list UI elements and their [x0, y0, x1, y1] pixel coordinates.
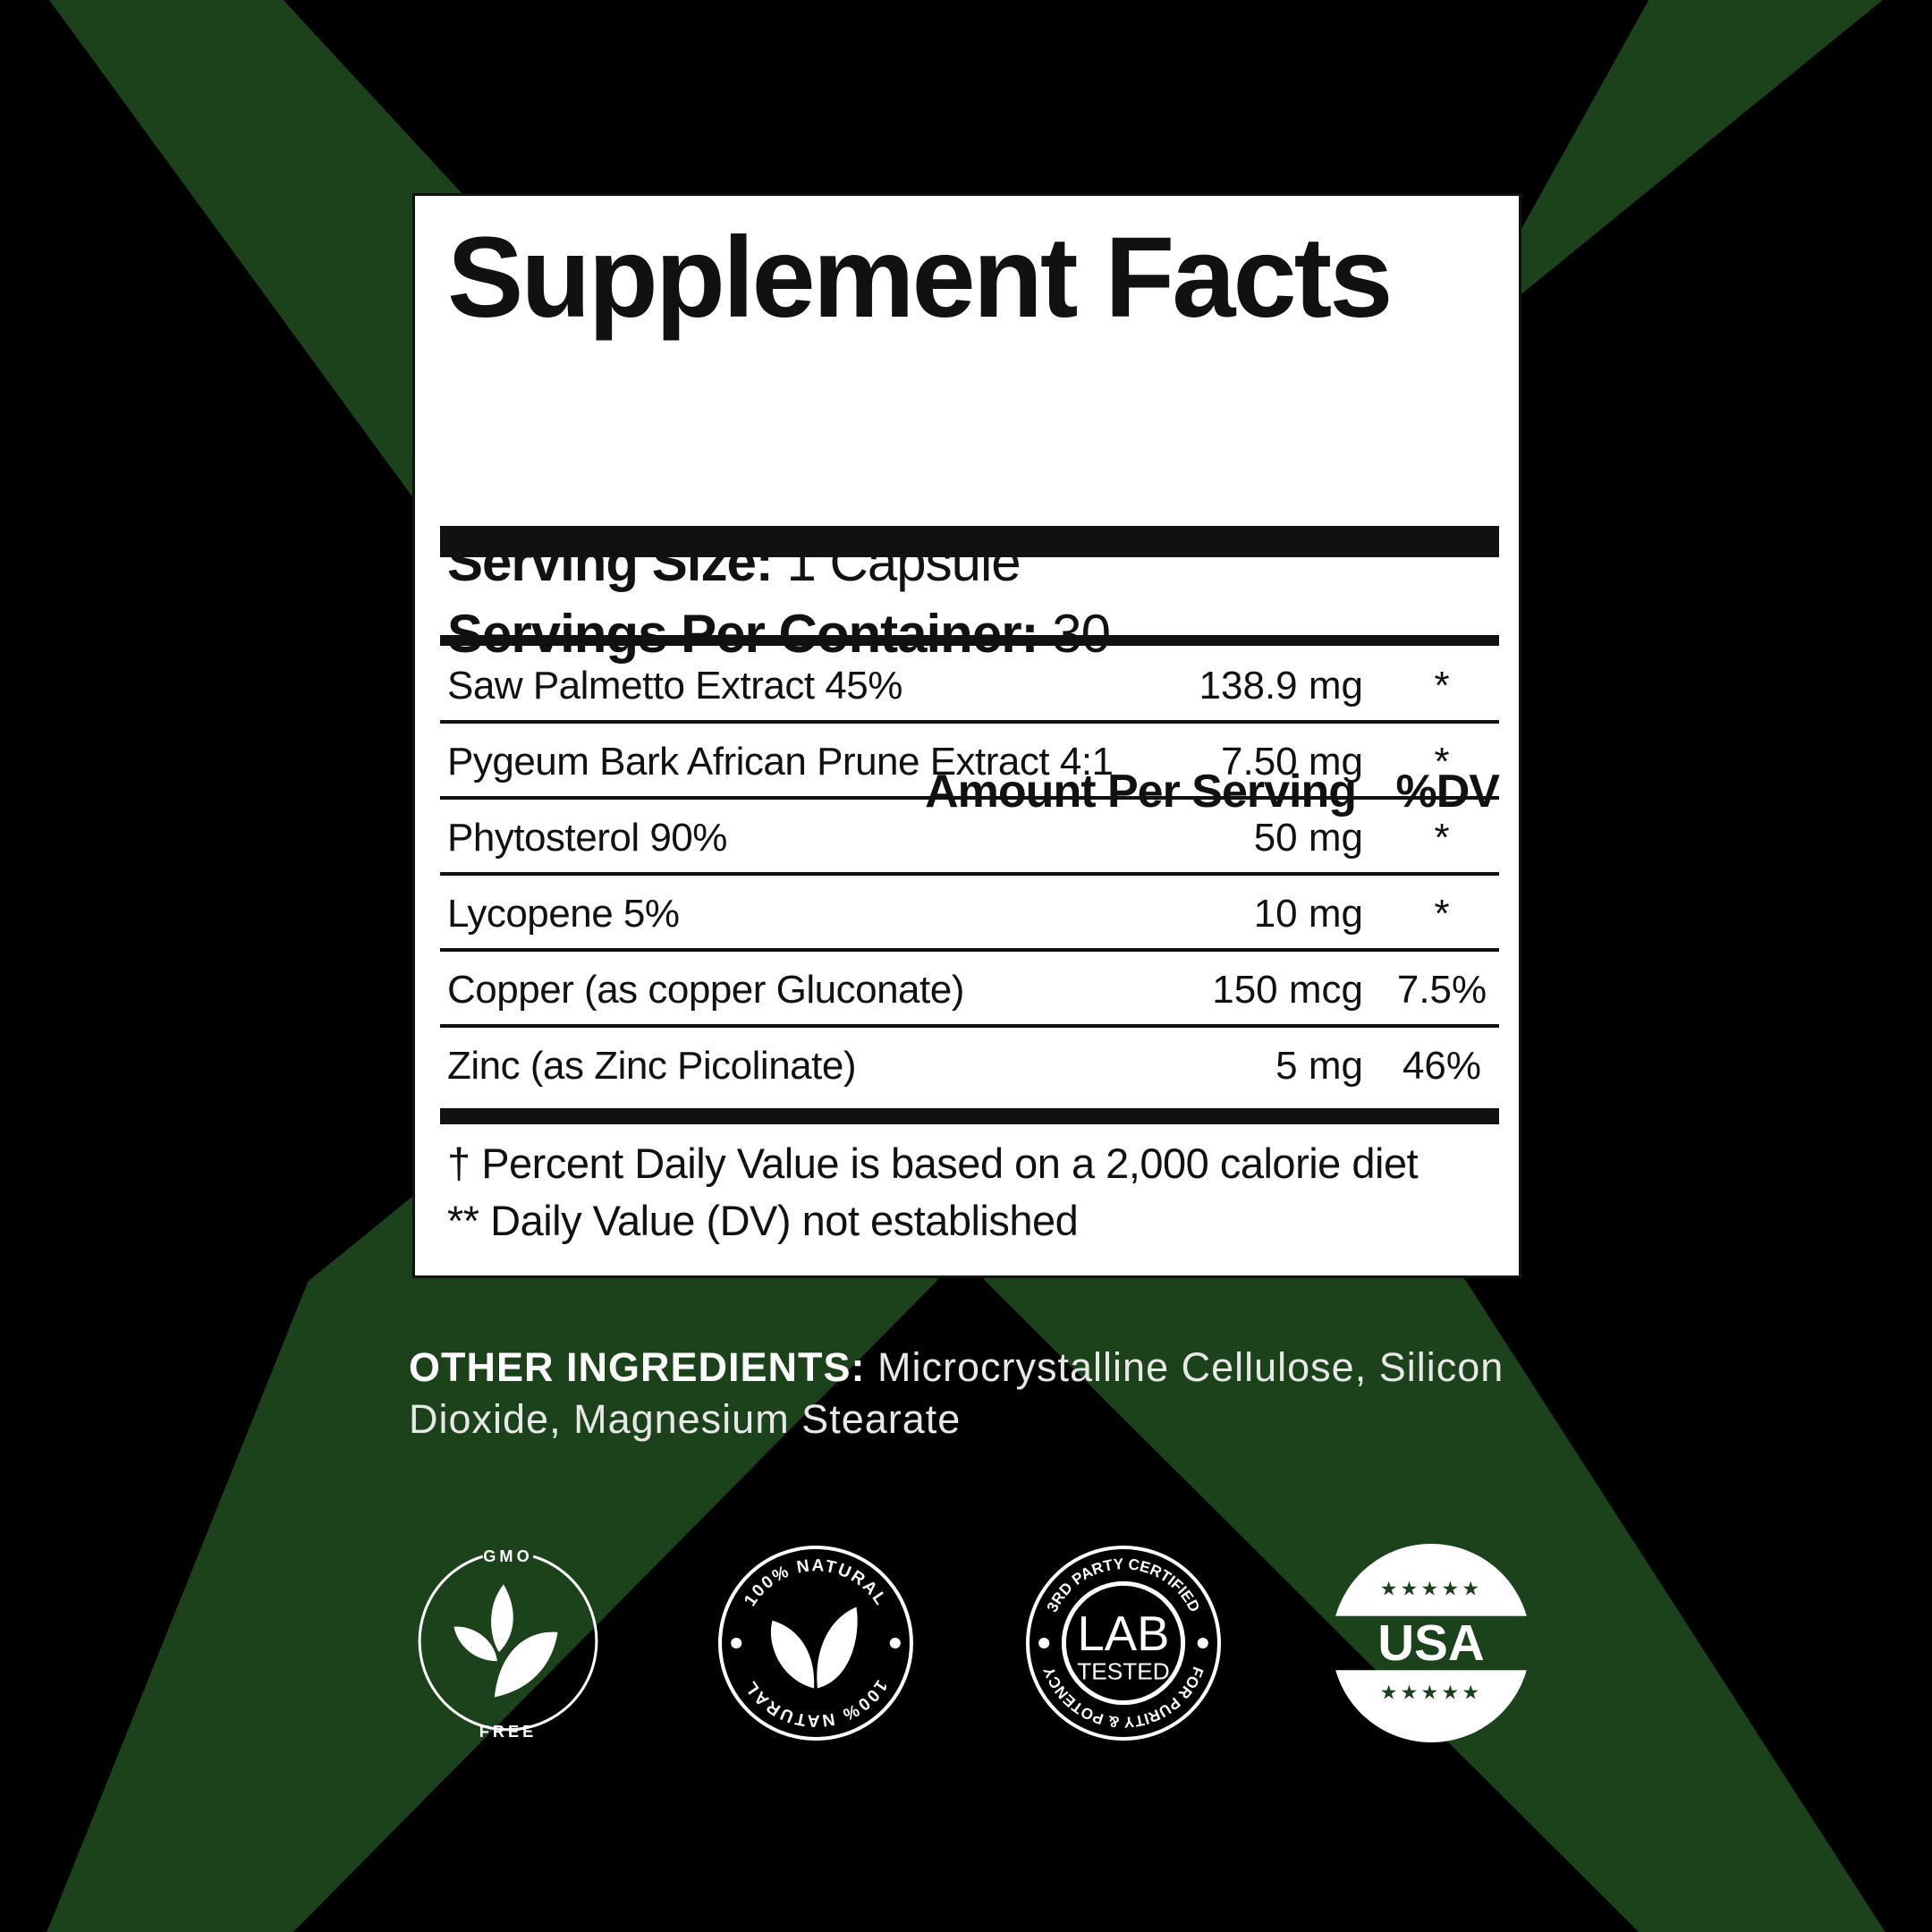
ingredient-name: Pygeum Bark African Prune Extract 4:1 [447, 740, 1114, 784]
ingredient-row: Copper (as copper Gluconate) 150 mcg 7.5… [440, 952, 1499, 1028]
gmo-free-badge: GMO FREE [418, 1547, 598, 1741]
free-text: FREE [479, 1723, 538, 1741]
ingredient-name: Copper (as copper Gluconate) [447, 968, 964, 1012]
lab-tested-badge: 3RD PARTY CERTIFIED FOR PURITY & POTENCY… [1026, 1546, 1221, 1741]
row-divider [440, 720, 1499, 724]
gmo-text: GMO [483, 1547, 532, 1565]
badge-inner-ring [1061, 1580, 1186, 1706]
facts-title: Supplement Facts [447, 214, 1393, 342]
other-ingredients: OTHER INGREDIENTS: Microcrystalline Cell… [409, 1342, 1572, 1445]
stars-top-icon: ★★★★★ [1380, 1578, 1483, 1600]
ingredient-amount: 138.9 mg [1199, 664, 1363, 708]
ingredient-name: Saw Palmetto Extract 45% [447, 664, 902, 708]
badge-ring [718, 1546, 913, 1741]
ingredient-amount: 5 mg [1275, 1044, 1363, 1088]
ingredient-name: Lycopene 5% [447, 892, 680, 936]
ingredient-amount: 50 mg [1253, 816, 1363, 860]
ingredient-amount: 150 mcg [1212, 968, 1363, 1012]
ingredient-row: Zinc (as Zinc Picolinate) 5 mg 46% [440, 1028, 1499, 1104]
header-divider [440, 635, 1499, 646]
ingredient-dv: * [1434, 816, 1450, 860]
servings-per-container: Servings Per Container: 30 [447, 604, 1111, 664]
supplement-facts-panel: Supplement Facts Serving Size: 1 Capsule… [412, 193, 1521, 1278]
bottom-divider [440, 1108, 1499, 1124]
footnote-percent-dv: † Percent Daily Value is based on a 2,00… [447, 1140, 1419, 1187]
ingredient-name: Zinc (as Zinc Picolinate) [447, 1044, 856, 1088]
servings-label: Servings Per Container: [447, 604, 1039, 664]
other-ingredients-label: OTHER INGREDIENTS: [409, 1344, 866, 1390]
ingredient-name: Phytosterol 90% [447, 816, 727, 860]
badge-ring [418, 1555, 598, 1732]
ingredient-dv: * [1434, 892, 1450, 936]
row-divider [440, 796, 1499, 800]
servings-value: 30 [1038, 604, 1111, 664]
lab-text: LAB [1078, 1606, 1170, 1661]
tested-text: TESTED [1077, 1657, 1169, 1684]
row-divider [440, 872, 1499, 876]
ingredient-row: Pygeum Bark African Prune Extract 4:1 7.… [440, 724, 1499, 800]
thick-divider [440, 526, 1499, 557]
ingredient-dv: * [1434, 664, 1450, 708]
ingredient-row: Saw Palmetto Extract 45% 138.9 mg * [440, 648, 1499, 724]
footnote-dv-not-established: ** Daily Value (DV) not established [447, 1197, 1079, 1244]
ingredient-row: Phytosterol 90% 50 mg * [440, 800, 1499, 876]
header-amount: Amount Per Serving [925, 766, 1357, 818]
ingredient-dv: * [1434, 740, 1450, 784]
row-divider [440, 948, 1499, 952]
row-divider [440, 1024, 1499, 1028]
ingredient-dv: 7.5% [1396, 968, 1487, 1012]
natural-badge: 100% NATURAL 100% NATURAL [718, 1546, 913, 1741]
other-ingredients-value: Microcrystalline Cellulose, Silicon Diox… [409, 1344, 1504, 1442]
ingredient-amount: 10 mg [1253, 892, 1363, 936]
badge-outer-ring [1026, 1546, 1221, 1741]
usa-text: USA [1377, 1614, 1484, 1671]
ingredient-amount: 7.50 mg [1221, 740, 1363, 784]
stars-bottom-icon: ★★★★★ [1380, 1682, 1483, 1704]
header-dv: %DV [1395, 766, 1500, 818]
leaves-icon [453, 1584, 558, 1698]
usa-badge: ★★★★★ USA ★★★★★ [1332, 1544, 1530, 1742]
ingredient-row: Lycopene 5% 10 mg * [440, 876, 1499, 952]
leaf-icon [770, 1606, 858, 1689]
ingredient-dv: 46% [1402, 1044, 1482, 1088]
